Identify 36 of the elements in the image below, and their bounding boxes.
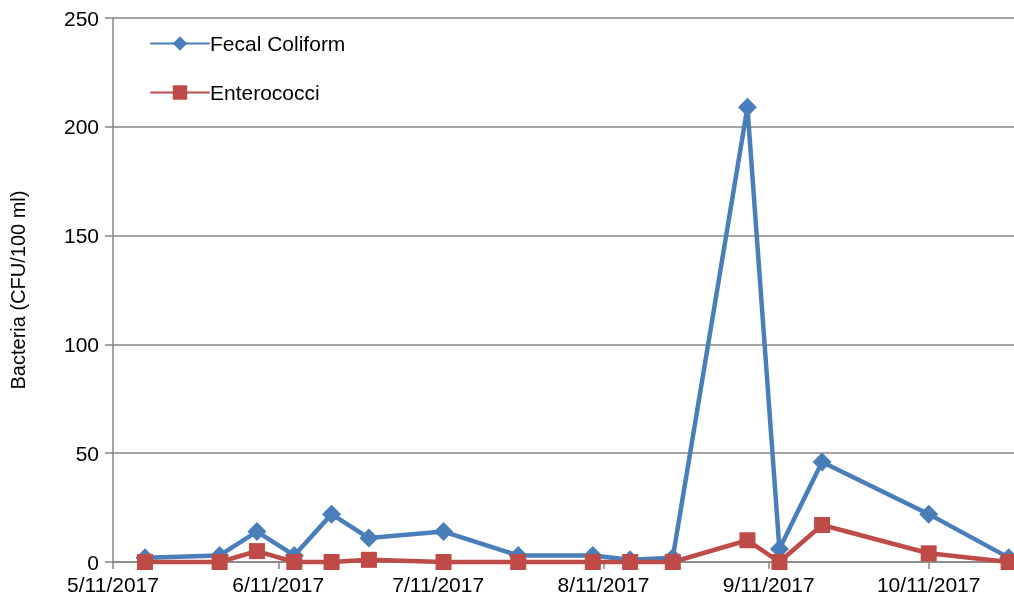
point	[919, 504, 939, 524]
point	[360, 551, 377, 568]
x-tick-label: 8/11/2017	[557, 573, 650, 596]
y-tick-label: 0	[87, 550, 99, 574]
point	[211, 554, 228, 570]
x-tick-label: 5/11/2017	[67, 573, 159, 596]
point	[359, 528, 379, 548]
legend-label: Fecal Coliform	[210, 32, 346, 55]
legend-label: Enterococci	[210, 81, 320, 104]
point	[771, 554, 788, 570]
point	[584, 554, 601, 570]
point	[323, 554, 340, 570]
point	[286, 554, 303, 570]
x-tick-label: 7/11/2017	[392, 573, 485, 596]
x-tick-label: 6/11/2017	[232, 573, 325, 596]
point	[435, 554, 452, 570]
y-tick-label: 50	[75, 441, 99, 465]
y-tick-label: 200	[63, 115, 99, 139]
point	[247, 522, 267, 542]
point	[737, 97, 757, 117]
y-tick-label: 100	[63, 332, 99, 356]
y-axis-title: Bacteria (CFU/100 ml)	[7, 190, 29, 390]
y-tick-label: 150	[63, 224, 99, 248]
x-tick-label: 9/11/2017	[722, 573, 815, 596]
x-tick-label: 10/11/2017	[876, 573, 981, 596]
point	[136, 554, 153, 570]
point	[814, 517, 831, 534]
y-tick-label: 250	[63, 6, 99, 30]
point	[812, 452, 832, 472]
point	[510, 554, 527, 570]
point	[434, 522, 454, 542]
point	[920, 545, 937, 562]
point	[664, 554, 681, 570]
point	[248, 543, 265, 560]
point	[322, 504, 342, 524]
point	[739, 532, 756, 549]
